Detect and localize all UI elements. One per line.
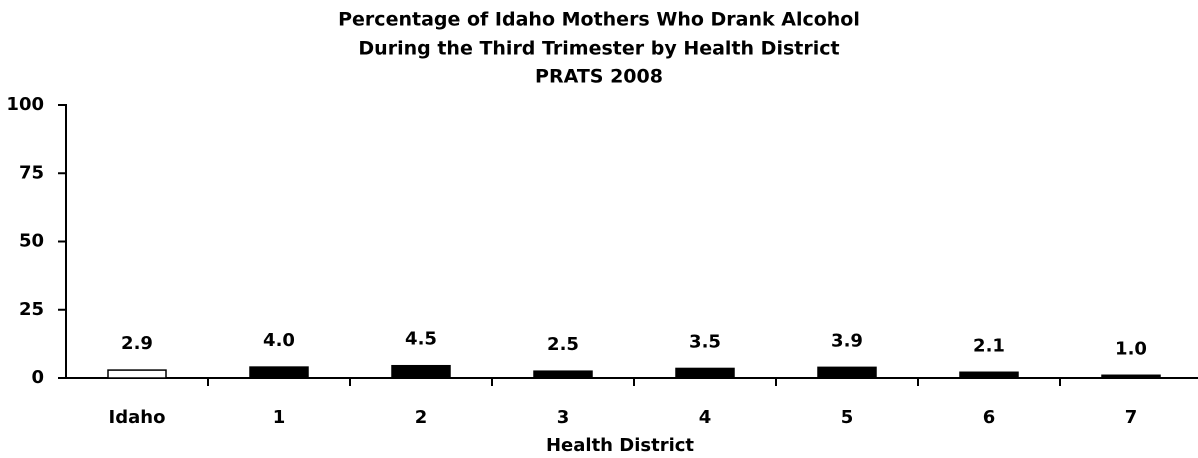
x-tick-label: Idaho [109, 407, 166, 428]
bar [249, 366, 309, 379]
y-tick-label: 0 [31, 367, 44, 388]
bar [817, 366, 877, 379]
chart-title: Percentage of Idaho Mothers Who Drank Al… [338, 9, 860, 31]
chart-title: During the Third Trimester by Health Dis… [358, 38, 839, 60]
bar [959, 371, 1019, 379]
chart-subtitle: PRATS 2008 [535, 66, 663, 88]
x-tick-label: 1 [273, 407, 286, 428]
x-tick-label: 2 [415, 407, 428, 428]
data-label: 3.9 [831, 330, 863, 351]
bar [533, 370, 593, 379]
data-label: 1.0 [1115, 338, 1147, 359]
x-tick-label: 7 [1125, 407, 1138, 428]
data-label: 3.5 [689, 331, 721, 352]
bar [1101, 374, 1161, 379]
bar [391, 364, 451, 379]
bar [675, 367, 735, 379]
data-label: 2.5 [547, 334, 579, 355]
x-tick-label: 5 [841, 407, 854, 428]
y-tick-label: 100 [6, 94, 44, 115]
x-axis-title: Health District [546, 435, 694, 456]
y-tick-label: 25 [19, 299, 44, 320]
x-tick-label: 4 [699, 407, 712, 428]
y-tick-label: 75 [19, 162, 44, 183]
data-label: 4.0 [263, 330, 295, 351]
bar [107, 369, 167, 379]
data-label: 2.9 [121, 333, 153, 354]
x-tick-label: 3 [557, 407, 570, 428]
data-label: 2.1 [973, 335, 1005, 356]
data-label: 4.5 [405, 329, 437, 350]
x-tick-label: 6 [983, 407, 996, 428]
y-tick-label: 50 [19, 231, 44, 252]
